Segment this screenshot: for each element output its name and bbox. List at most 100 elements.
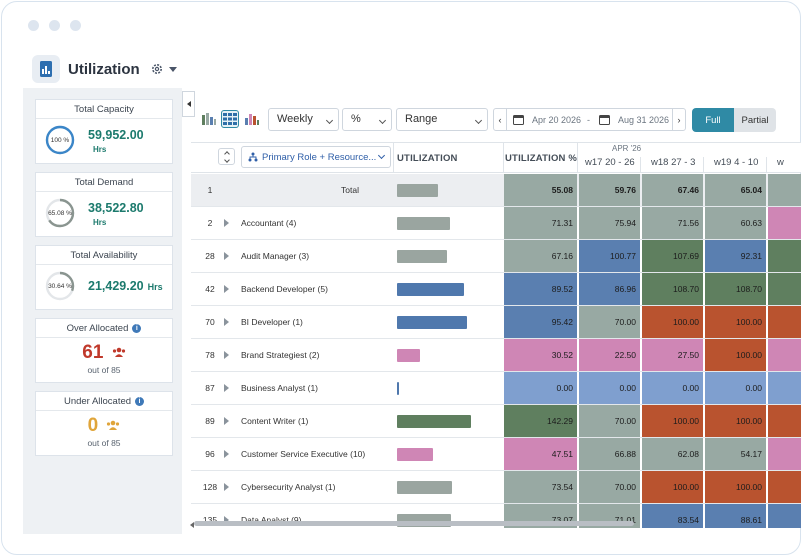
table-row[interactable]: 42 Backend Developer (5) 89.52 86.96 108.70 1… (191, 273, 801, 306)
week-cell[interactable] (768, 372, 801, 404)
info-icon[interactable]: i (132, 324, 142, 333)
expand-row-icon[interactable] (224, 516, 229, 524)
sort-button[interactable] (218, 148, 235, 165)
header-utilization[interactable]: UTILIZATION (397, 153, 458, 164)
utilization-pct-cell[interactable]: 30.52 (504, 339, 577, 371)
over-allocated-card[interactable]: Over Allocated i 61 out of 85 (35, 318, 173, 383)
week-cell[interactable]: 27.50 (642, 339, 703, 371)
utilization-pct-cell[interactable]: 89.52 (504, 273, 577, 305)
week-cell[interactable]: 107.69 (642, 240, 703, 272)
horizontal-scrollbar[interactable] (194, 521, 634, 526)
range-select[interactable]: Range (396, 108, 488, 131)
week-cell[interactable]: 92.31 (705, 240, 766, 272)
expand-row-icon[interactable] (224, 252, 229, 260)
toggle-full[interactable]: Full (692, 108, 734, 132)
expand-row-icon[interactable] (224, 384, 229, 392)
info-icon[interactable]: i (135, 397, 145, 406)
week-cell[interactable]: 59.76 (579, 174, 640, 206)
week-cell[interactable] (768, 405, 801, 437)
gear-icon[interactable] (150, 62, 164, 76)
week-cell[interactable]: 60.63 (705, 207, 766, 239)
expand-row-icon[interactable] (224, 318, 229, 326)
utilization-pct-cell[interactable]: 55.08 (504, 174, 577, 206)
table-row[interactable]: 89 Content Writer (1) 142.29 70.00 100.00 100… (191, 405, 801, 438)
week-cell[interactable] (768, 273, 801, 305)
week-cell[interactable]: 66.88 (579, 438, 640, 470)
week-cell[interactable]: 100.00 (705, 405, 766, 437)
table-row[interactable]: 128 Cybersecurity Analyst (1) 73.54 70.00 10… (191, 471, 801, 504)
utilization-pct-cell[interactable]: 71.31 (504, 207, 577, 239)
week-cell[interactable]: 100.00 (642, 306, 703, 338)
prev-range-button[interactable]: ‹ (494, 109, 507, 130)
chevron-down-icon[interactable] (168, 66, 177, 72)
utilization-pct-cell[interactable]: 47.51 (504, 438, 577, 470)
week-cell[interactable]: 65.04 (705, 174, 766, 206)
week-cell[interactable]: 86.96 (579, 273, 640, 305)
table-row[interactable]: 70 BI Developer (1) 95.42 70.00 100.00 100.00 (191, 306, 801, 339)
period-select[interactable]: Weekly (268, 108, 339, 131)
calendar-icon[interactable] (599, 114, 610, 125)
table-row[interactable]: 78 Brand Strategiest (2) 30.52 22.50 27.50 10… (191, 339, 801, 372)
expand-row-icon[interactable] (224, 219, 229, 227)
expand-row-icon[interactable] (224, 450, 229, 458)
table-row[interactable]: 28 Audit Manager (3) 67.16 100.77 107.69 92.3… (191, 240, 801, 273)
week-header[interactable]: w (777, 157, 784, 168)
week-cell[interactable]: 70.00 (579, 471, 640, 503)
table-row[interactable]: 2 Accountant (4) 71.31 75.94 71.56 60.63 (191, 207, 801, 240)
group-by-select[interactable]: Primary Role + Resource... (241, 146, 391, 168)
week-cell[interactable]: 0.00 (642, 372, 703, 404)
week-cell[interactable]: 70.00 (579, 306, 640, 338)
week-cell[interactable]: 62.08 (642, 438, 703, 470)
window-dot-1[interactable] (28, 20, 39, 31)
total-row[interactable]: 1 Total 55.08 59.76 67.46 65.04 (191, 174, 801, 207)
week-cell[interactable]: 100.00 (705, 306, 766, 338)
week-cell[interactable]: 0.00 (705, 372, 766, 404)
measure-select[interactable]: % (342, 108, 392, 131)
bar-chart-icon[interactable] (200, 110, 218, 128)
utilization-pct-cell[interactable]: 95.42 (504, 306, 577, 338)
week-cell[interactable]: 83.54 (642, 504, 703, 528)
week-cell[interactable] (768, 207, 801, 239)
collapse-panel-button[interactable] (182, 91, 195, 117)
week-cell[interactable] (768, 339, 801, 371)
week-cell[interactable]: 75.94 (579, 207, 640, 239)
date-from[interactable]: Apr 20 2026 (532, 115, 582, 125)
expand-row-icon[interactable] (224, 417, 229, 425)
column-chart-icon[interactable] (243, 110, 261, 128)
week-cell[interactable]: 70.00 (579, 405, 640, 437)
utilization-pct-cell[interactable]: 0.00 (504, 372, 577, 404)
week-cell[interactable] (768, 471, 801, 503)
week-cell[interactable]: 108.70 (642, 273, 703, 305)
utilization-pct-cell[interactable]: 142.29 (504, 405, 577, 437)
week-cell[interactable]: 22.50 (579, 339, 640, 371)
next-range-button[interactable]: › (672, 109, 685, 130)
expand-row-icon[interactable] (224, 285, 229, 293)
week-cell[interactable]: 54.17 (705, 438, 766, 470)
week-cell[interactable]: 67.46 (642, 174, 703, 206)
week-cell[interactable] (768, 504, 801, 528)
table-row[interactable]: 96 Customer Service Executive (10) 47.51 66… (191, 438, 801, 471)
week-cell[interactable] (768, 306, 801, 338)
week-cell[interactable] (768, 240, 801, 272)
table-row[interactable]: 87 Business Analyst (1) 0.00 0.00 0.00 0.00 (191, 372, 801, 405)
expand-row-icon[interactable] (224, 351, 229, 359)
utilization-pct-cell[interactable]: 73.54 (504, 471, 577, 503)
header-utilization-pct[interactable]: UTILIZATION % (505, 153, 578, 164)
grid-view-icon[interactable] (221, 110, 239, 128)
window-dot-3[interactable] (70, 20, 81, 31)
week-cell[interactable]: 100.00 (642, 471, 703, 503)
toggle-partial[interactable]: Partial (734, 108, 776, 132)
week-cell[interactable]: 100.00 (642, 405, 703, 437)
week-cell[interactable]: 100.77 (579, 240, 640, 272)
week-header[interactable]: w18 27 - 3 (651, 157, 696, 168)
week-header[interactable]: w17 20 - 26 (585, 157, 635, 168)
week-cell[interactable]: 0.00 (579, 372, 640, 404)
utilization-pct-cell[interactable]: 67.16 (504, 240, 577, 272)
expand-row-icon[interactable] (224, 483, 229, 491)
date-to[interactable]: Aug 31 2026 (618, 115, 670, 125)
week-cell[interactable]: 71.56 (642, 207, 703, 239)
window-dot-2[interactable] (49, 20, 60, 31)
week-cell[interactable] (768, 174, 801, 206)
under-allocated-card[interactable]: Under Allocated i 0 out of 85 (35, 391, 173, 456)
calendar-icon[interactable] (513, 114, 524, 125)
